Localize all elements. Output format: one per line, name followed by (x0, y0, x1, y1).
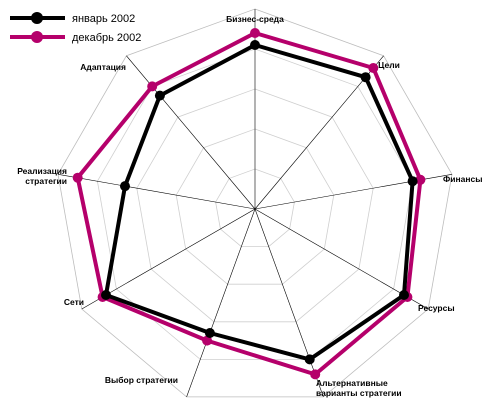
axis-label-7-line-1: Сети (64, 297, 84, 307)
series-1-point-3 (407, 176, 418, 187)
axis-label-3: Финансы (443, 174, 482, 184)
grid-ring-2 (175, 128, 335, 285)
axis-label-8-line-1: Реализация (17, 166, 67, 176)
axis-label-2: Цели (378, 60, 400, 70)
series-1-point-5 (304, 354, 315, 365)
grid-ring-3 (136, 88, 374, 323)
series-2 (72, 28, 426, 380)
grid-ring-1 (215, 168, 295, 248)
series-1-point-6 (204, 328, 215, 338)
series-2-point-6 (202, 335, 213, 346)
axis-label-3-line-1: Финансы (443, 174, 482, 184)
legend-label-january: январь 2002 (72, 13, 135, 25)
axis-label-5-line-2: варианты стратегии (316, 388, 402, 398)
series-2-point-2 (368, 63, 379, 73)
axis-label-2-line-1: Цели (378, 60, 400, 70)
spoke-5 (254, 208, 324, 398)
series-1 (101, 40, 418, 365)
legend-label-december: декабрь 2002 (72, 32, 141, 44)
axis-label-7: Сети (64, 297, 84, 307)
spoke-4 (254, 208, 429, 310)
series-line-2 (75, 31, 423, 377)
series-line-1 (104, 43, 415, 362)
legend: январь 2002 декабрь 2002 (10, 12, 141, 44)
axis-label-9: Адаптация (80, 62, 126, 72)
series-2-point-1 (250, 28, 260, 38)
axis-label-1-line-1: Бизнес-среда (226, 14, 284, 24)
axis-label-6-line-1: Выбор стратегии (105, 375, 178, 385)
grid-ring-4 (96, 48, 414, 360)
spoke-8 (57, 174, 256, 210)
axis-label-5: Альтернативные варианты стратегии (316, 378, 402, 398)
series-1-point-9 (154, 90, 165, 101)
spoke-6 (186, 208, 256, 398)
grid-ring-5 (57, 8, 453, 398)
legend-item-january: январь 2002 (10, 12, 135, 25)
axis-label-6: Выбор стратегии (105, 375, 178, 385)
spoke-9 (126, 55, 256, 210)
series-2-point-3 (415, 174, 426, 185)
axis-label-1: Бизнес-среда (226, 14, 284, 24)
series-1-point-8 (120, 181, 130, 192)
axis-labels: Бизнес-среда Цели Финансы Ресурсы Альтернати… (17, 14, 482, 398)
axis-label-8-line-2: стратегии (25, 176, 67, 186)
axis-label-8: Реализация стратегии (17, 166, 67, 186)
axis-label-5-line-1: Альтернативные (316, 378, 388, 388)
radar-spokes (57, 9, 453, 398)
axis-label-4-line-1: Ресурсы (418, 303, 455, 313)
spoke-7 (81, 208, 256, 310)
series-1-point-4 (399, 290, 409, 300)
axis-label-4: Ресурсы (418, 303, 455, 313)
spoke-2 (254, 55, 384, 210)
radar-grid (57, 8, 453, 398)
series-2-point-8 (72, 172, 83, 183)
series-1-point-7 (101, 290, 111, 300)
legend-swatch-marker-january (31, 12, 43, 24)
series-2-point-5 (310, 369, 321, 380)
series-1-point-2 (360, 72, 371, 83)
axis-label-9-line-1: Адаптация (80, 62, 126, 72)
legend-item-december: декабрь 2002 (10, 31, 141, 44)
legend-swatch-marker-december (31, 31, 43, 43)
series-layer (72, 28, 426, 380)
series-1-point-1 (250, 40, 260, 50)
series-2-point-9 (147, 81, 158, 92)
